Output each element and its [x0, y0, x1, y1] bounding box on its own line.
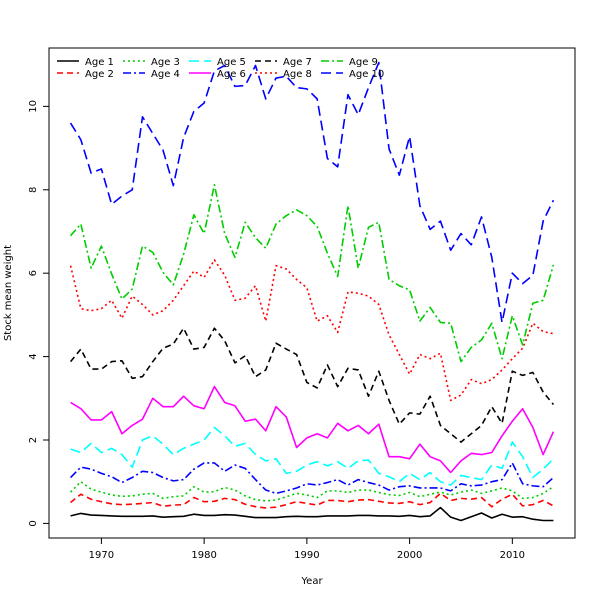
series-line-age-7	[69, 327, 555, 443]
legend-label: Age 10	[349, 69, 384, 80]
x-tick-label: 1970	[89, 550, 114, 561]
x-tick-label: 2000	[397, 550, 422, 561]
legend-label: Age 3	[151, 57, 180, 68]
x-axis-title: Year	[300, 576, 323, 587]
x-tick-label: 1980	[191, 550, 216, 561]
legend-label: Age 2	[85, 69, 114, 80]
series-line-age-2	[70, 492, 554, 509]
legend-label: Age 8	[283, 69, 312, 80]
series-line-age-3	[70, 480, 554, 502]
legend-label: Age 5	[217, 57, 246, 68]
series-line-age-9	[69, 183, 555, 363]
x-tick-label: 2010	[500, 550, 525, 561]
series-line-age-8	[69, 259, 554, 402]
legend-label: Age 9	[349, 57, 378, 68]
y-tick-label: 6	[28, 270, 39, 276]
y-tick-label: 10	[28, 100, 39, 113]
y-tick-label: 2	[28, 437, 39, 443]
y-axis: 0 2 4 6 8 10	[28, 100, 50, 527]
y-tick-label: 4	[28, 353, 39, 359]
series-line-age-5	[70, 426, 554, 486]
series-line-age-10	[69, 61, 555, 324]
series-line-age-4	[70, 462, 554, 495]
legend-label: Age 4	[151, 69, 180, 80]
series-line-age-1	[70, 506, 554, 522]
legend-label: Age 7	[283, 57, 312, 68]
y-tick-label: 8	[28, 187, 39, 193]
series-line-age-6	[70, 385, 555, 474]
legend-label: Age 1	[85, 57, 114, 68]
x-axis: 1970 1980 1990 2000 2010	[89, 537, 525, 561]
x-tick-label: 1990	[294, 550, 319, 561]
y-axis-title: Stock mean weight	[3, 245, 14, 341]
legend-label: Age 6	[217, 69, 246, 80]
y-tick-label: 0	[28, 520, 39, 526]
plot-lines	[69, 61, 555, 522]
